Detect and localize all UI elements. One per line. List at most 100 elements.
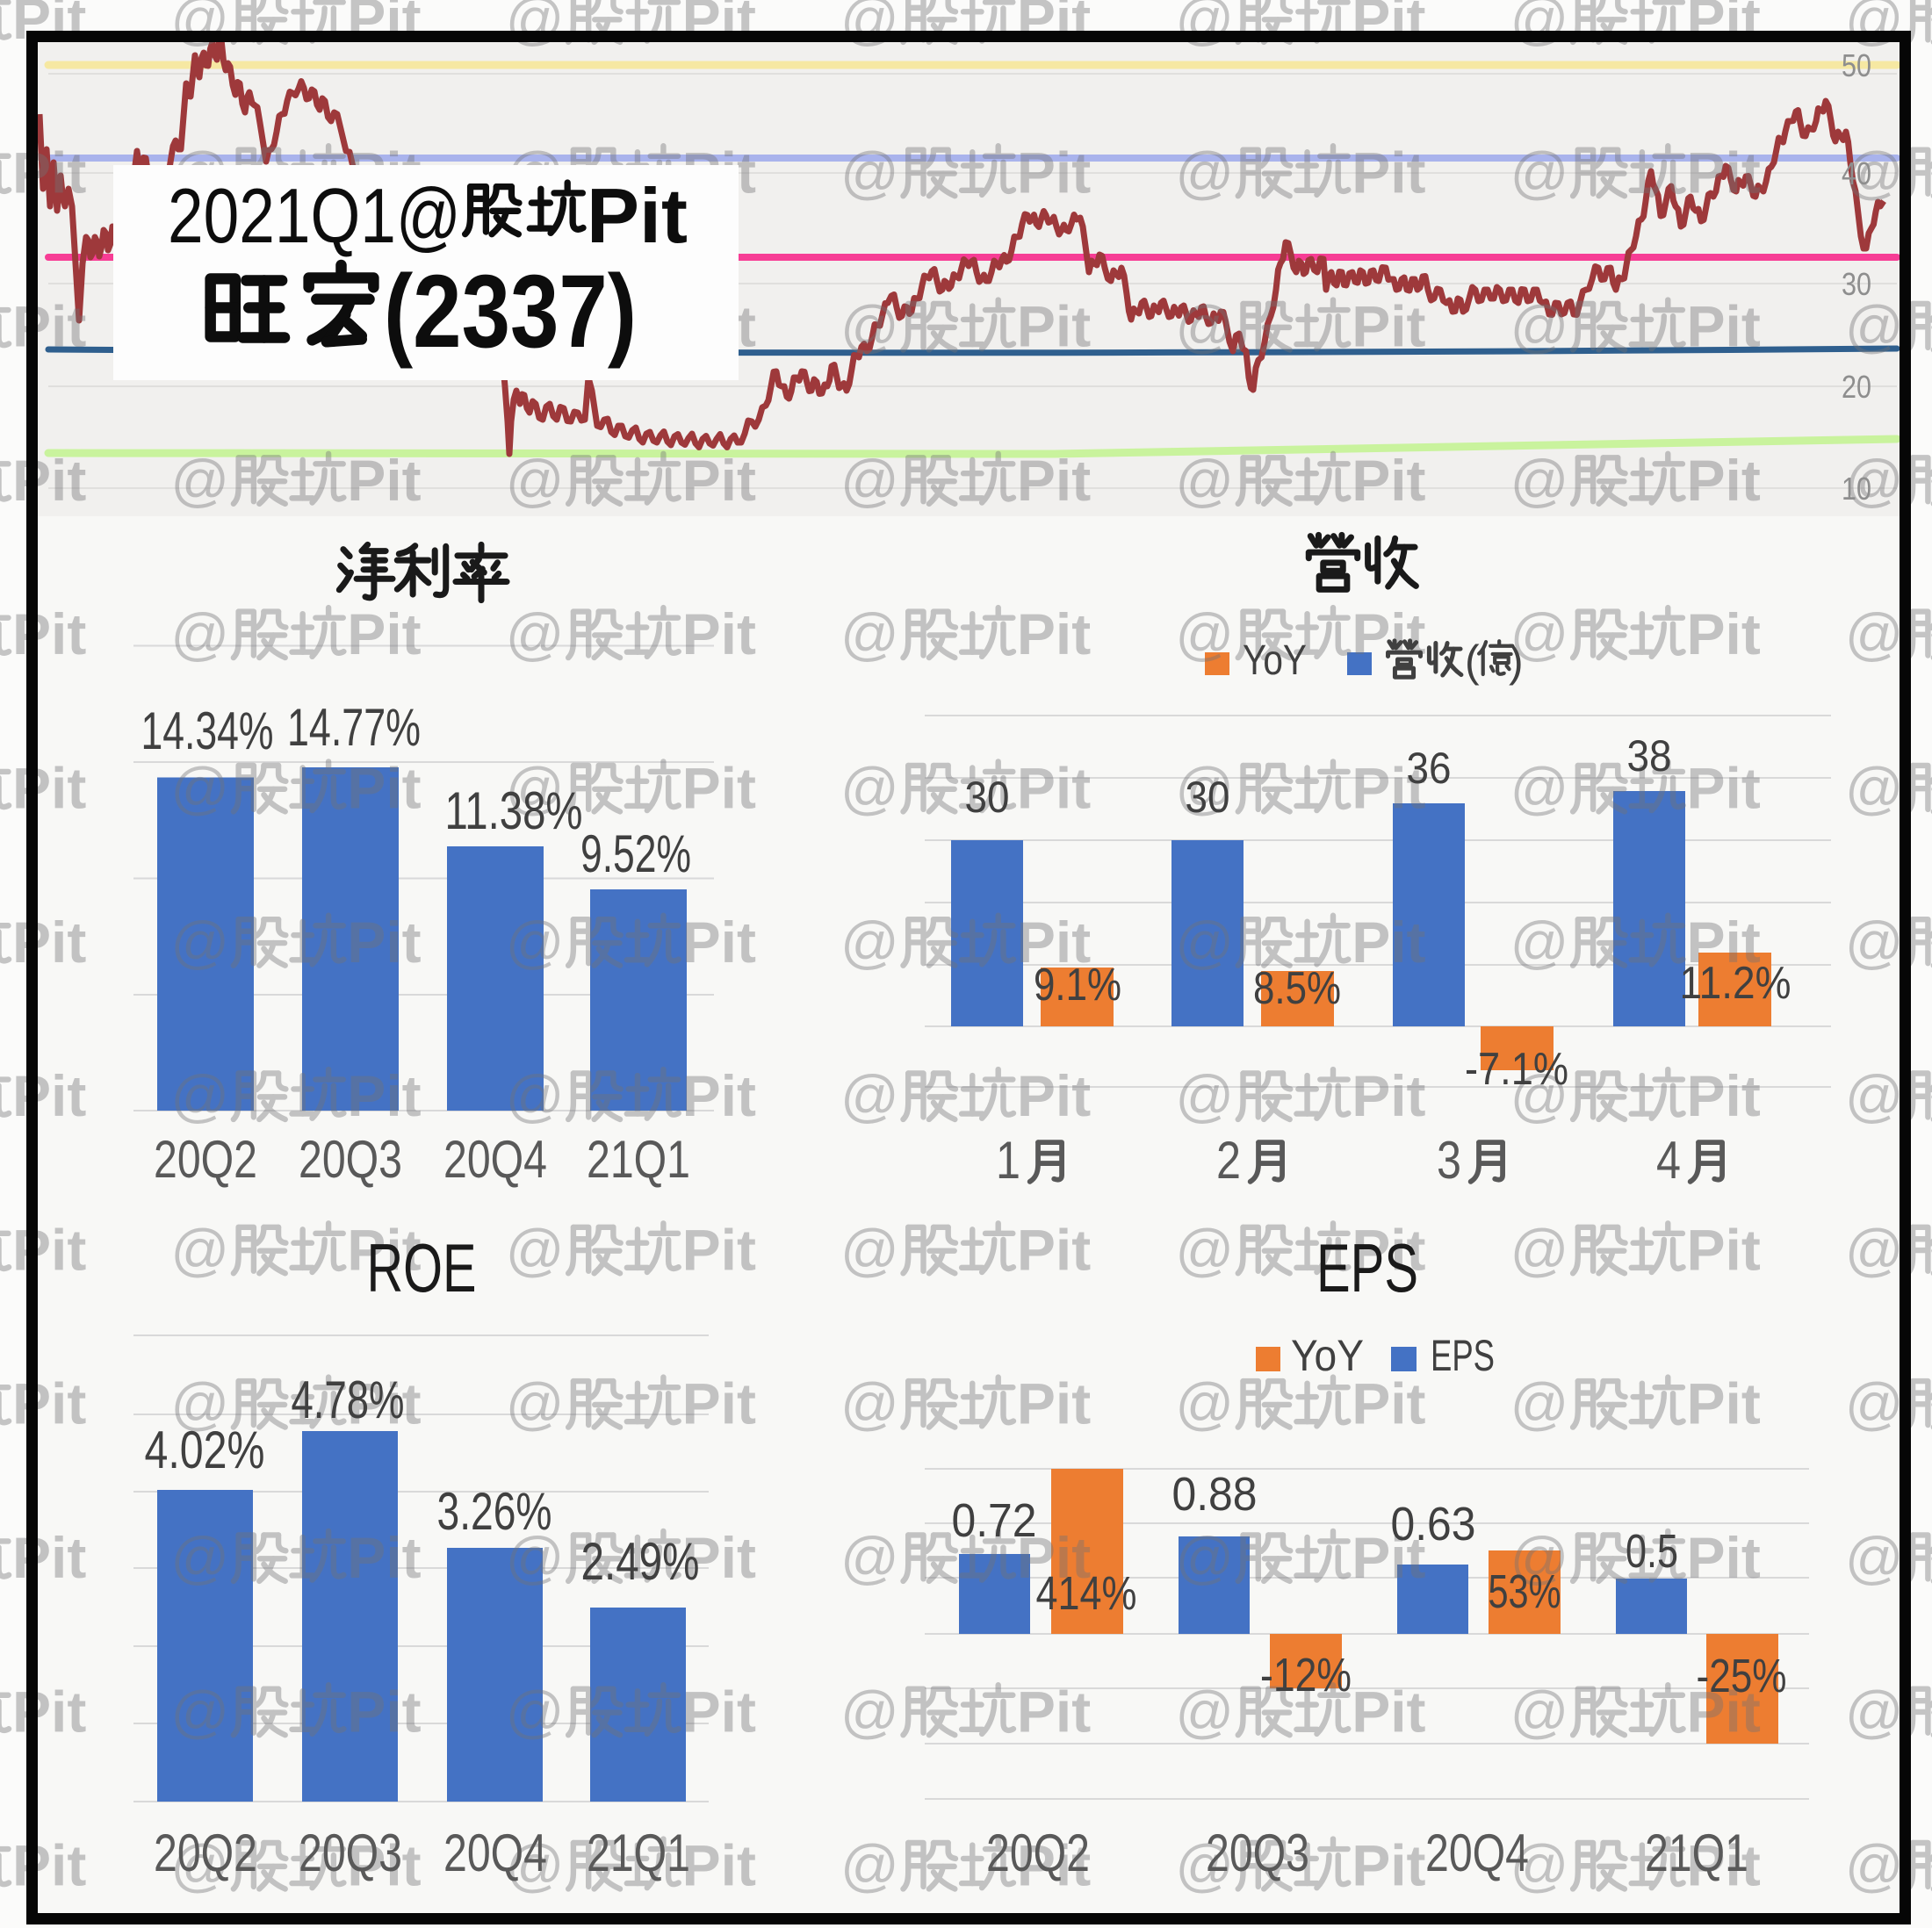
svg-text:@: @ — [1175, 1217, 1234, 1282]
svg-text:@: @ — [506, 756, 565, 821]
svg-text:@: @ — [1510, 1217, 1569, 1282]
svg-text:Pit: Pit — [1687, 294, 1761, 359]
svg-text:Pit: Pit — [1017, 1371, 1091, 1436]
svg-text:4.02%: 4.02% — [145, 1421, 265, 1479]
svg-text:Pit: Pit — [12, 1833, 86, 1898]
svg-text:Pit: Pit — [347, 1679, 421, 1744]
svg-text:Pit: Pit — [347, 910, 421, 975]
svg-text:@: @ — [840, 1833, 899, 1898]
svg-text:@: @ — [1845, 1217, 1904, 1282]
svg-text:Pit: Pit — [587, 172, 688, 259]
svg-text:Pit: Pit — [1352, 1833, 1425, 1898]
svg-text:YoY: YoY — [1291, 1331, 1364, 1380]
svg-text:Pit: Pit — [1352, 0, 1425, 51]
svg-text:@: @ — [506, 0, 565, 51]
svg-text:11.38%: 11.38% — [445, 781, 583, 840]
svg-text:-25%: -25% — [1697, 1650, 1787, 1702]
svg-text:Pit: Pit — [1352, 294, 1425, 359]
svg-text:@: @ — [1845, 1679, 1904, 1744]
svg-text:20Q4: 20Q4 — [443, 1824, 547, 1882]
svg-text:8.5%: 8.5% — [1253, 963, 1341, 1014]
svg-text:20: 20 — [1842, 369, 1871, 405]
svg-text:@: @ — [1510, 294, 1569, 359]
svg-text:Pit: Pit — [12, 1525, 86, 1590]
svg-text:Pit: Pit — [682, 0, 756, 51]
svg-text:ROE: ROE — [367, 1229, 477, 1306]
svg-text:@: @ — [1175, 1833, 1234, 1898]
svg-text:Pit: Pit — [1687, 910, 1761, 975]
svg-text:Pit: Pit — [12, 448, 86, 513]
svg-text:@: @ — [1510, 140, 1569, 205]
svg-text:@: @ — [1845, 601, 1904, 666]
svg-text:Pit: Pit — [12, 294, 86, 359]
svg-text:EPS: EPS — [1431, 1331, 1495, 1380]
svg-text:Pit: Pit — [1352, 140, 1425, 205]
svg-text:9.52%: 9.52% — [580, 824, 691, 883]
svg-text:Pit: Pit — [347, 448, 421, 513]
svg-text:Pit: Pit — [1687, 1063, 1761, 1128]
svg-text:@: @ — [1845, 1833, 1904, 1898]
svg-text:Pit: Pit — [347, 1525, 421, 1590]
svg-text:3: 3 — [1437, 1131, 1461, 1190]
svg-text:@: @ — [506, 1525, 565, 1590]
svg-text:Pit: Pit — [347, 1217, 421, 1282]
svg-text:@: @ — [1845, 294, 1904, 359]
svg-text:20Q4: 20Q4 — [443, 1130, 547, 1189]
svg-text:@: @ — [1175, 1063, 1234, 1128]
svg-text:@: @ — [1510, 448, 1569, 513]
svg-text:Pit: Pit — [1017, 1679, 1091, 1744]
svg-text:Pit: Pit — [12, 0, 86, 51]
svg-text:(2337): (2337) — [384, 254, 637, 370]
svg-text:@: @ — [840, 1525, 899, 1590]
svg-text:11.2%: 11.2% — [1680, 958, 1791, 1009]
svg-text:2021Q1@: 2021Q1@ — [168, 172, 461, 259]
svg-text:@: @ — [1510, 1679, 1569, 1744]
svg-text:0.63: 0.63 — [1391, 1498, 1476, 1550]
svg-text:@: @ — [1175, 601, 1234, 666]
svg-text:30: 30 — [1186, 773, 1230, 822]
svg-text:Pit: Pit — [1017, 448, 1091, 513]
svg-text:Pit: Pit — [682, 910, 756, 975]
svg-text:2.49%: 2.49% — [581, 1532, 700, 1591]
svg-text:@: @ — [1510, 756, 1569, 821]
svg-text:@: @ — [170, 1371, 229, 1436]
svg-text:20Q3: 20Q3 — [1206, 1824, 1309, 1882]
svg-text:@: @ — [170, 1833, 229, 1898]
svg-text:Pit: Pit — [12, 601, 86, 666]
svg-text:14.77%: 14.77% — [287, 698, 421, 757]
svg-text:@: @ — [1175, 448, 1234, 513]
svg-text:@: @ — [840, 1063, 899, 1128]
svg-text:Pit: Pit — [682, 1063, 756, 1128]
svg-text:@: @ — [1510, 1833, 1569, 1898]
svg-text:21Q1: 21Q1 — [587, 1130, 690, 1189]
svg-text:Pit: Pit — [1017, 1833, 1091, 1898]
svg-text:Pit: Pit — [682, 1679, 756, 1744]
svg-text:Pit: Pit — [1352, 1063, 1425, 1128]
svg-text:YoY: YoY — [1243, 637, 1307, 684]
svg-text:Pit: Pit — [1687, 1217, 1761, 1282]
svg-text:@: @ — [1175, 0, 1234, 51]
svg-text:@: @ — [1845, 1063, 1904, 1128]
svg-text:20Q3: 20Q3 — [299, 1824, 402, 1882]
svg-text:@: @ — [840, 140, 899, 205]
svg-text:Pit: Pit — [12, 1679, 86, 1744]
svg-text:Pit: Pit — [12, 1063, 86, 1128]
svg-text:4.78%: 4.78% — [292, 1370, 405, 1429]
svg-text:Pit: Pit — [1687, 0, 1761, 51]
svg-text:53%: 53% — [1489, 1565, 1561, 1618]
svg-text:38: 38 — [1627, 731, 1672, 781]
svg-text:): ) — [1509, 637, 1524, 686]
svg-text:@: @ — [170, 0, 229, 51]
svg-text:1: 1 — [996, 1131, 1020, 1190]
svg-text:@: @ — [1175, 1525, 1234, 1590]
svg-text:21Q1: 21Q1 — [587, 1824, 690, 1882]
svg-text:Pit: Pit — [1352, 1679, 1425, 1744]
svg-text:0.5: 0.5 — [1626, 1525, 1678, 1578]
svg-text:@: @ — [1845, 0, 1904, 51]
svg-text:@: @ — [1845, 448, 1904, 513]
svg-text:Pit: Pit — [682, 1833, 756, 1898]
svg-text:Pit: Pit — [1687, 1679, 1761, 1744]
svg-text:Pit: Pit — [12, 140, 86, 205]
svg-text:EPS: EPS — [1316, 1229, 1418, 1306]
svg-text:0.88: 0.88 — [1172, 1468, 1258, 1521]
